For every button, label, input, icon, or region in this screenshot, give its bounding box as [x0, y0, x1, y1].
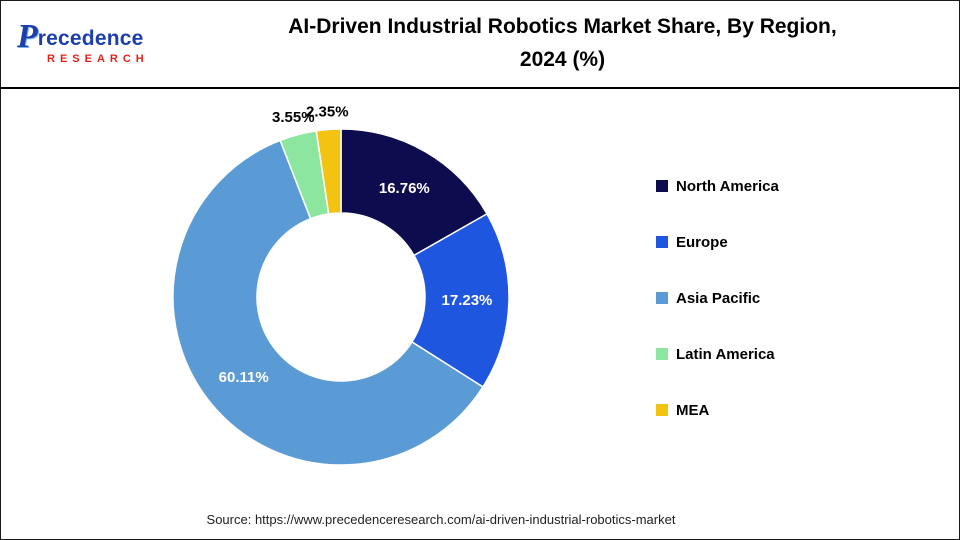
logo-p-icon: P: [17, 18, 38, 55]
chart-title: AI-Driven Industrial Robotics Market Sha…: [186, 11, 959, 76]
pie-segment-asia-pacific[interactable]: [172, 139, 484, 466]
pie-segment-mea[interactable]: [315, 128, 342, 215]
legend-label-europe: Europe: [676, 233, 728, 251]
legend-swatch-mea: [656, 404, 668, 416]
chart-legend: North America Europe Asia Pacific Latin Ame…: [656, 177, 779, 457]
legend-item-mea[interactable]: MEA: [656, 401, 779, 419]
legend-swatch-asia-pacific: [656, 292, 668, 304]
logo-subtext: RESEARCH: [47, 53, 149, 65]
slice-label-asia-pacific: 60.11%: [219, 369, 269, 386]
pie-segment-north-america[interactable]: [340, 128, 489, 257]
legend-item-europe[interactable]: Europe: [656, 233, 779, 251]
chart-title-line2: 2024 (%): [519, 48, 606, 71]
slice-label-latin-america: 3.55%: [272, 109, 315, 126]
chart-title-line1: AI-Driven Industrial Robotics Market Sha…: [288, 15, 837, 39]
legend-swatch-north-america: [656, 180, 668, 192]
slice-label-europe: 17.23%: [442, 292, 493, 309]
pie-segment-europe[interactable]: [410, 212, 510, 388]
legend-item-north-america[interactable]: North America: [656, 177, 779, 195]
legend-item-asia-pacific[interactable]: Asia Pacific: [656, 289, 779, 307]
legend-label-asia-pacific: Asia Pacific: [676, 289, 761, 307]
legend-swatch-latin-america: [656, 348, 668, 360]
legend-label-north-america: North America: [676, 177, 779, 195]
legend-label-latin-america: Latin America: [676, 345, 775, 363]
slice-label-north-america: 16.76%: [379, 180, 430, 197]
legend-label-mea: MEA: [676, 401, 710, 419]
logo-text: recedence: [37, 27, 144, 50]
legend-swatch-europe: [656, 236, 668, 248]
slice-label-mea: 2.35%: [306, 104, 349, 121]
legend-item-latin-america[interactable]: Latin America: [656, 345, 779, 363]
source-text: Source: https://www.precedenceresearch.c…: [206, 512, 676, 527]
